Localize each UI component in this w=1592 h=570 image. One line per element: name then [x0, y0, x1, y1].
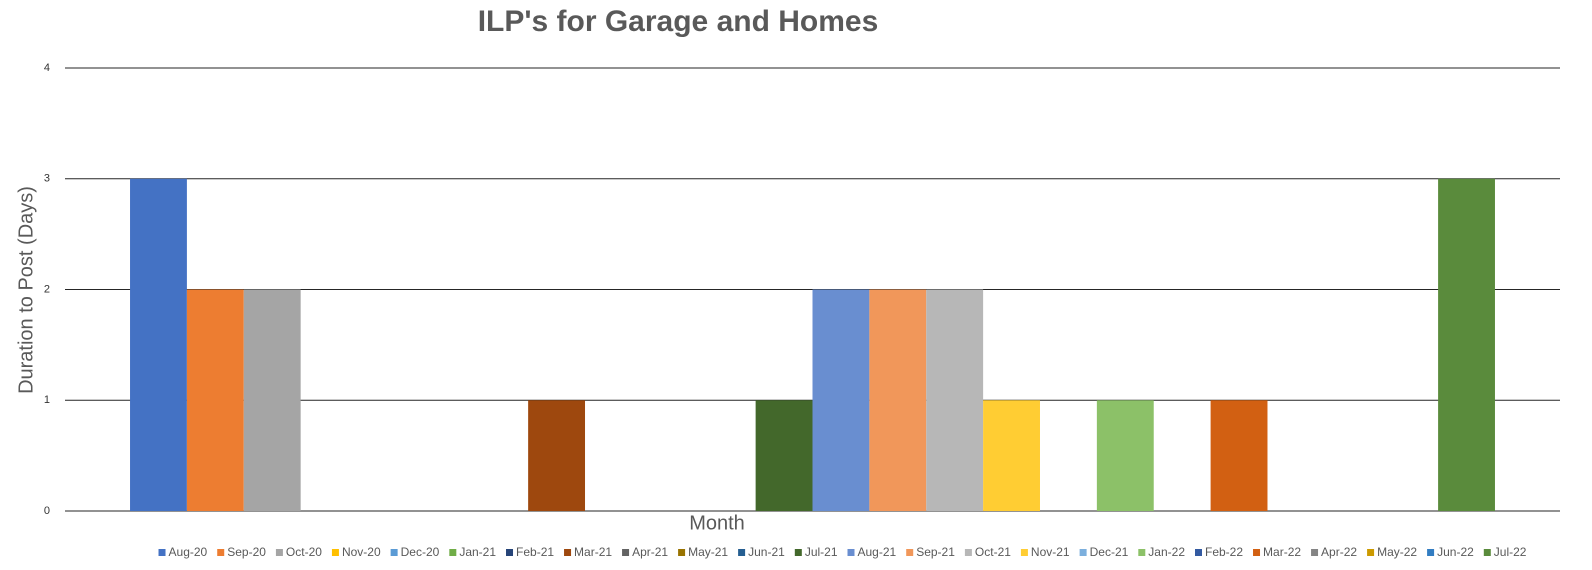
legend-swatch [217, 549, 225, 556]
legend-label: Mar-21 [574, 545, 612, 559]
legend-swatch [1195, 549, 1202, 556]
legend-swatch [622, 549, 630, 556]
legend-swatch [738, 549, 746, 556]
legend-label: Dec-21 [1090, 545, 1129, 559]
y-tick-label: 3 [44, 173, 50, 185]
y-axis-title: Duration to Post (Days) [15, 186, 37, 394]
bar [1096, 400, 1154, 511]
y-tick-label: 4 [44, 62, 50, 74]
bar [926, 289, 984, 511]
legend-swatch [678, 549, 686, 556]
legend-label: Jul-22 [1494, 545, 1527, 559]
bar [983, 400, 1040, 511]
legend-swatch [1483, 549, 1491, 556]
legend-label: Feb-21 [516, 545, 554, 559]
legend-swatch [1020, 549, 1028, 556]
bar [869, 289, 927, 511]
legend-label: Oct-20 [286, 545, 322, 559]
legend-label: Mar-22 [1263, 545, 1301, 559]
legend-label: Sep-21 [916, 545, 955, 559]
legend-swatch [1311, 549, 1319, 556]
legend-label: Oct-21 [975, 545, 1011, 559]
legend-swatch [1427, 549, 1435, 556]
bar [1210, 400, 1268, 511]
legend-label: May-21 [688, 545, 728, 559]
y-tick-label: 1 [44, 394, 50, 406]
legend-swatch [506, 549, 514, 556]
legend-swatch [906, 549, 914, 556]
legend-swatch [331, 549, 339, 556]
bar [528, 400, 586, 511]
legend-swatch [964, 549, 972, 556]
legend-swatch [1079, 549, 1087, 556]
bar [755, 400, 813, 511]
legend-label: Jun-22 [1437, 545, 1474, 559]
legend-swatch [390, 549, 398, 556]
y-tick-label: 0 [44, 505, 50, 517]
legend-label: Jul-21 [805, 545, 838, 559]
legend-label: Apr-22 [1321, 545, 1357, 559]
chart-title: ILP's for Garage and Homes [478, 5, 879, 38]
legend-swatch [794, 549, 802, 556]
bar [812, 289, 870, 511]
legend-label: Aug-20 [169, 545, 208, 559]
legend-swatch [275, 549, 283, 556]
legend-label: Apr-21 [632, 545, 668, 559]
legend-label: Nov-20 [342, 545, 381, 559]
legend-swatch [1253, 549, 1261, 556]
legend-label: Dec-20 [401, 545, 440, 559]
bar [243, 289, 301, 511]
legend: Aug-20 Sep-20 Oct-20 Nov-20 Dec-20 Jan-21 Feb-… [158, 545, 1527, 559]
legend-swatch [158, 549, 166, 556]
legend-swatch [1367, 549, 1375, 556]
legend-label: Aug-21 [858, 545, 897, 559]
legend-swatch [564, 549, 572, 556]
legend-label: Nov-21 [1031, 545, 1070, 559]
legend-swatch [847, 549, 855, 556]
legend-label: Feb-22 [1205, 545, 1243, 559]
bar [130, 178, 187, 511]
legend-label: May-22 [1377, 545, 1417, 559]
y-tick-label: 2 [44, 283, 50, 295]
legend-swatch [1138, 549, 1146, 556]
legend-label: Jan-21 [459, 545, 496, 559]
legend-swatch [449, 549, 457, 556]
legend-label: Jan-22 [1148, 545, 1185, 559]
legend-label: Jun-21 [748, 545, 785, 559]
x-axis-title: Month [689, 512, 745, 534]
bar [186, 289, 244, 511]
legend-label: Sep-20 [227, 545, 266, 559]
bar [1438, 178, 1495, 511]
